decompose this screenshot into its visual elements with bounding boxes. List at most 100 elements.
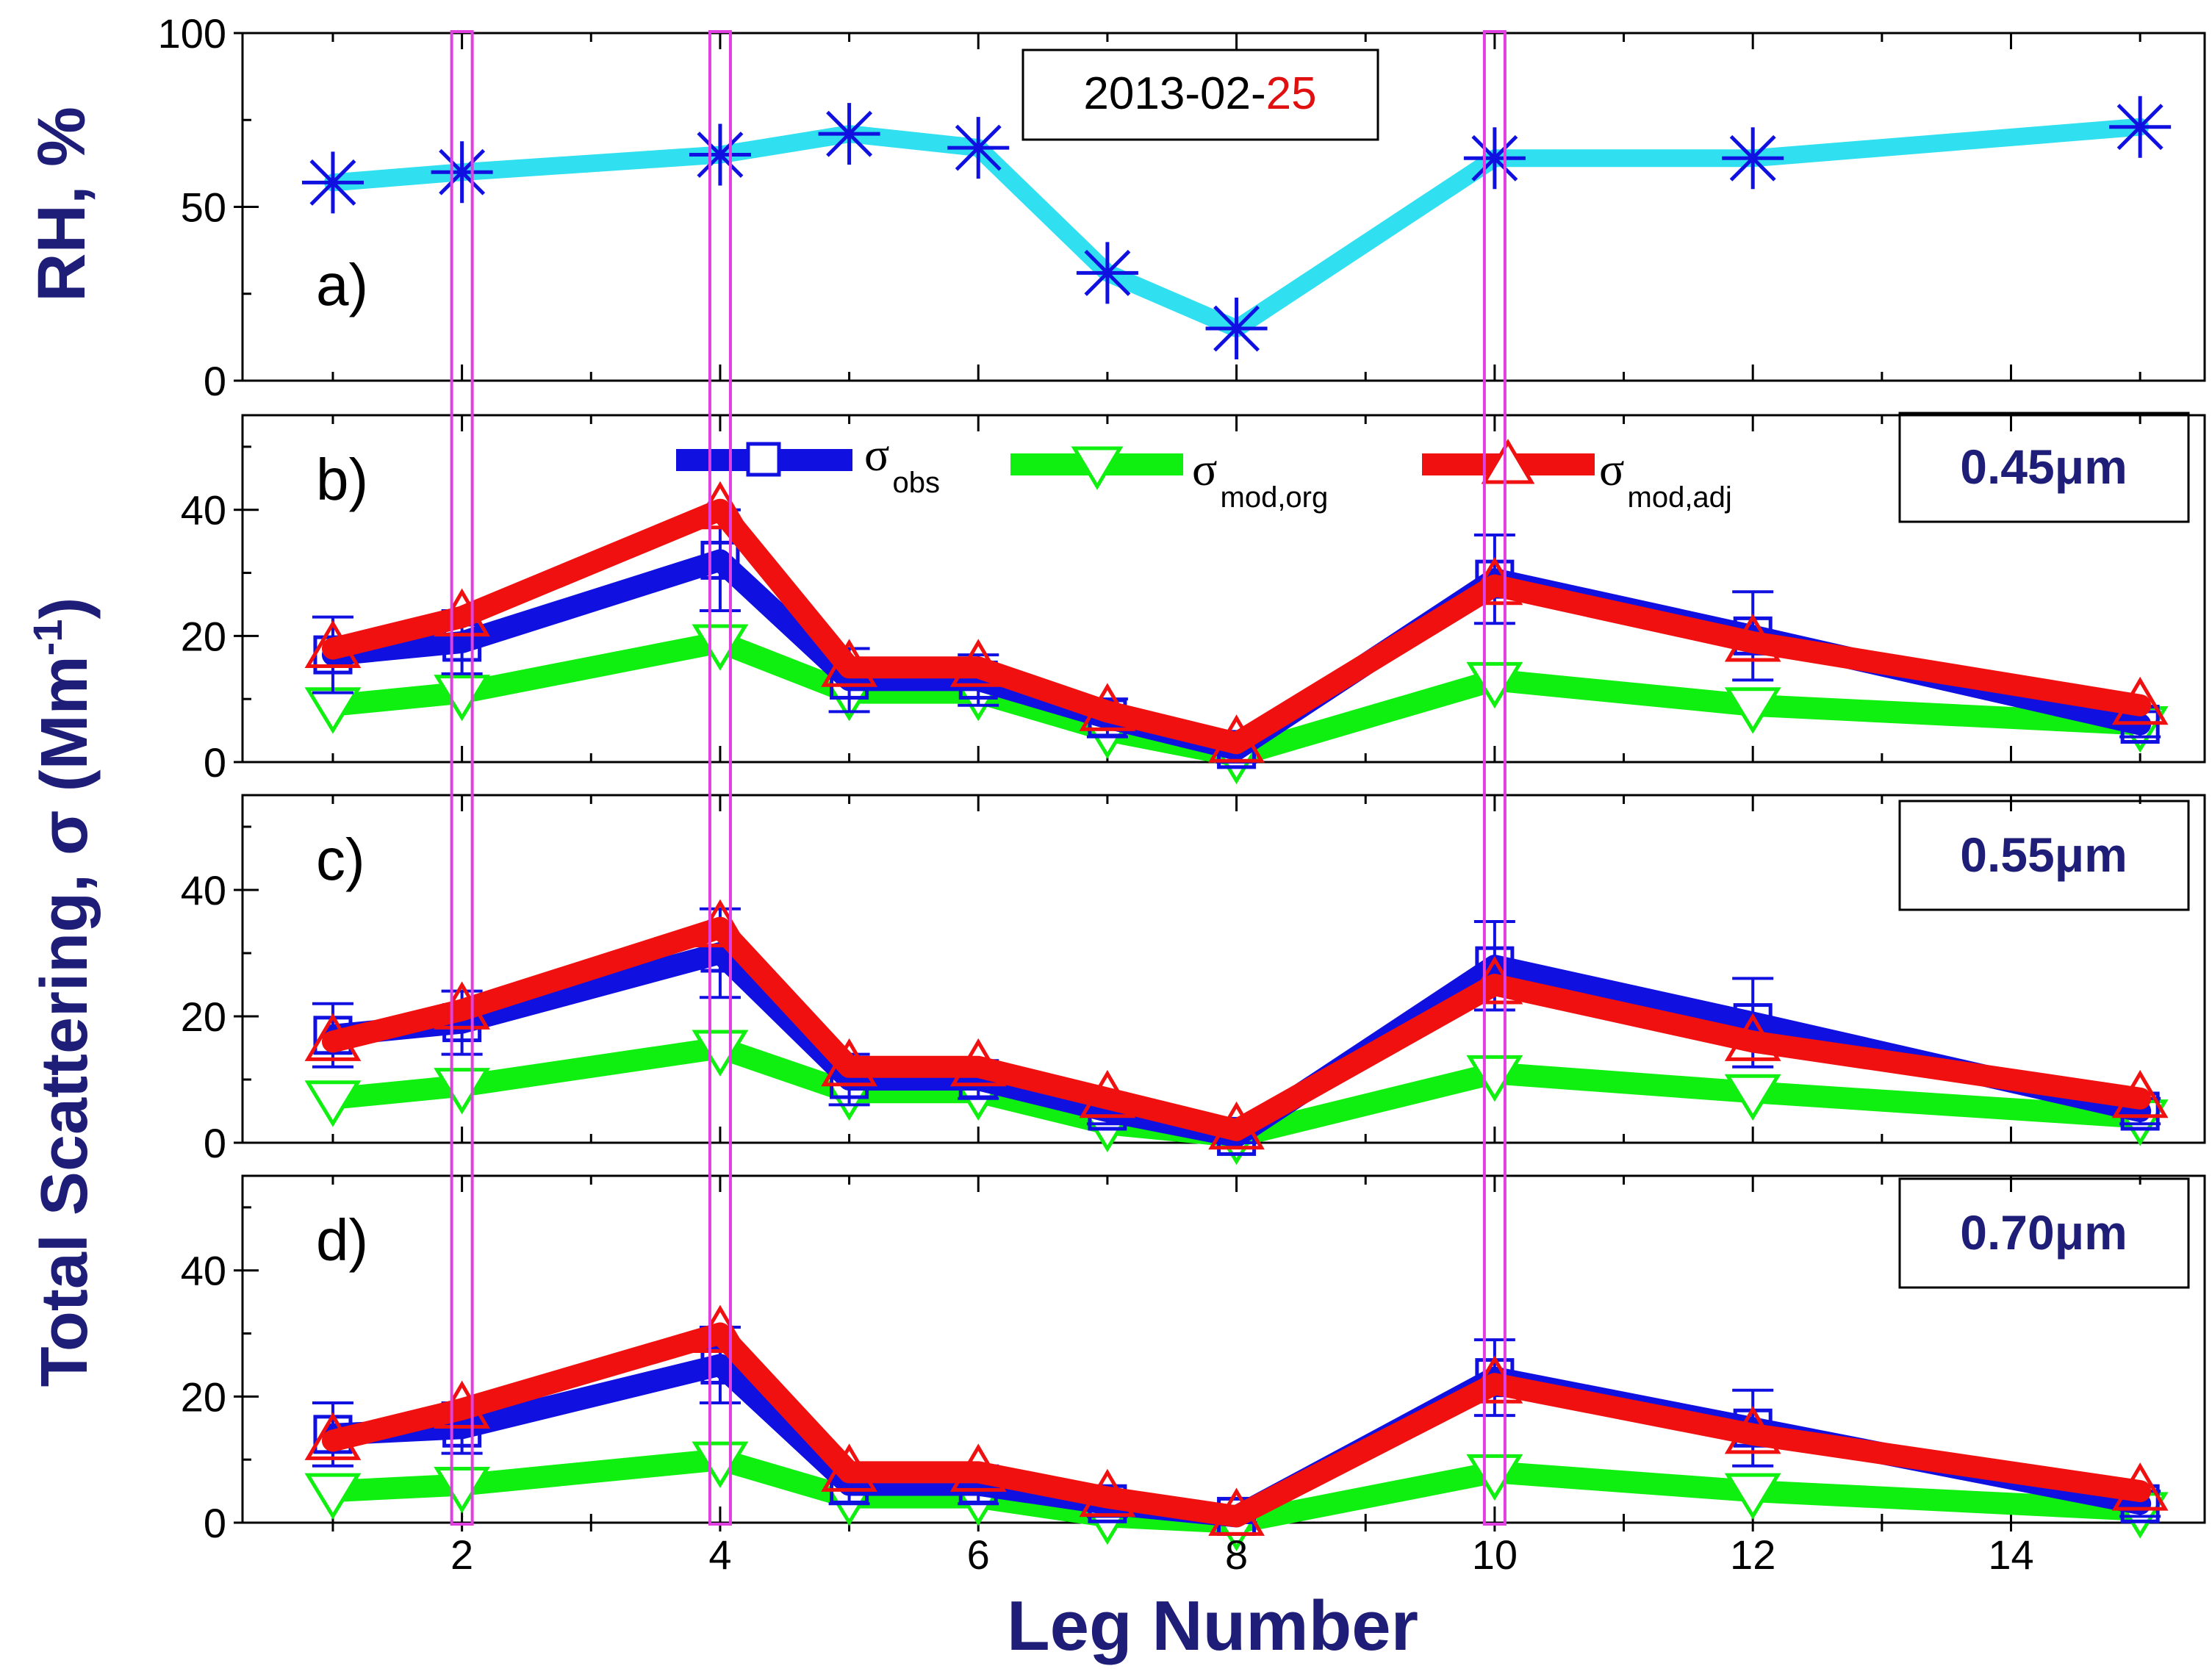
date-label-box: 2013-02-25 (1021, 49, 1379, 141)
data-point-rh (1463, 127, 1526, 190)
data-point-rh (1205, 298, 1268, 360)
series-mod-adj-d (304, 1304, 2169, 1536)
wavelength-box-c: 0.55μm (1898, 800, 2190, 911)
highlight-leg-2 (450, 30, 474, 1526)
wavelength-label-c: 0.55μm (1960, 827, 2127, 882)
series-obs-b (312, 508, 2161, 769)
scattering-axis-label: Total Scattering, σ (Mm-1) (24, 597, 101, 1387)
data-point-mod-org (1466, 1055, 1523, 1102)
data-point-mod-adj (2111, 676, 2169, 725)
x-tick-label: 12 (1730, 1531, 1775, 1578)
data-point-rh (2109, 96, 2172, 158)
panel-c-ytick-label: 20 (181, 994, 226, 1040)
scattering-axis-label-main: Total Scattering, σ (Mm (28, 656, 101, 1387)
legend-label-mod-adj: σmod,adj (1599, 443, 1732, 514)
legend-sub-mod-adj: mod,adj (1628, 481, 1732, 514)
series-line-obs (321, 942, 2152, 1148)
panel-b-ytick-label: 0 (204, 739, 226, 786)
data-point-mod-org (1724, 1074, 1781, 1121)
rh-axis-label: RH, % (24, 107, 99, 302)
legend: σobs σmod,org σmod,adj (676, 428, 1732, 514)
data-point-mod-adj (304, 620, 362, 669)
data-point-mod-adj (949, 1443, 1007, 1492)
data-point-mod-adj (434, 1380, 490, 1429)
panel-d-ytick-label: 0 (204, 1500, 226, 1546)
data-point-mod-org (434, 675, 491, 722)
data-point-mod-adj (304, 1013, 362, 1061)
data-point-rh (947, 117, 1010, 179)
legend-sub-obs: obs (893, 467, 941, 499)
data-point-mod-adj (1208, 714, 1265, 763)
date-day: 25 (1266, 68, 1317, 119)
panel-a-letter: a) (316, 252, 368, 317)
panel-d-ytick-label: 20 (181, 1373, 226, 1420)
legend-entry-mod-adj: σmod,adj (1422, 439, 1732, 514)
data-point-obs (700, 540, 740, 580)
legend-symbol-obs: σ (864, 428, 890, 481)
panel-d-ytick-label: 40 (181, 1248, 226, 1294)
x-axis-label: Leg Number (1007, 1587, 1418, 1665)
legend-symbol-mod-org: σ (1192, 443, 1218, 495)
data-point-mod-org (1466, 1454, 1523, 1501)
panel-c: 0 20 40 c) (181, 794, 2206, 1166)
data-point-mod-adj (2111, 1462, 2169, 1511)
series-line-rh (323, 118, 2150, 338)
data-point-mod-adj (1724, 1405, 1781, 1454)
x-tick-label: 2 (450, 1531, 473, 1578)
legend-label-mod-org: σmod,org (1192, 443, 1328, 514)
data-point-mod-adj (1724, 1013, 1781, 1061)
data-point-rh (431, 141, 493, 204)
data-point-mod-org (434, 1068, 491, 1115)
data-point-mod-org (434, 1467, 491, 1514)
panel-a-ytick-label: 0 (204, 358, 226, 404)
data-point-mod-org (692, 624, 749, 671)
panel-b: 0 20 40 b) (181, 414, 2206, 786)
legend-sub-mod-org: mod,org (1221, 481, 1329, 514)
highlight-leg-10 (1482, 30, 1507, 1526)
panel-c-letter: c) (316, 827, 365, 892)
series-mod-adj-c (304, 899, 2169, 1150)
data-point-mod-adj (1079, 1468, 1136, 1518)
panel-c-ytick-label: 40 (181, 867, 226, 913)
panel-b-ytick-label: 40 (181, 487, 226, 534)
date-label: 2013-02-25 (1083, 68, 1316, 119)
data-point-mod-adj (304, 1412, 362, 1460)
data-point-mod-adj (1079, 683, 1136, 731)
scattering-axis-label-sup: -1 (24, 620, 71, 656)
wavelength-box-b: 0.45μm (1898, 412, 2190, 523)
data-point-mod-adj (1466, 956, 1523, 1005)
series-obs-c (312, 907, 2161, 1156)
data-point-mod-adj (821, 639, 877, 687)
data-point-mod-org (692, 1441, 749, 1488)
data-point-mod-adj (1208, 1101, 1265, 1150)
data-point-mod-adj (692, 899, 749, 948)
data-point-rh (1722, 127, 1784, 190)
panel-b-ytick-label: 20 (181, 613, 226, 659)
data-point-mod-adj (821, 1443, 877, 1492)
legend-entry-obs: σobs (676, 428, 940, 499)
series-rh-a (301, 96, 2172, 360)
data-point-rh (1076, 242, 1138, 304)
panel-a-ytick-label: 50 (181, 184, 226, 231)
data-point-mod-adj (821, 1038, 877, 1087)
data-point-rh (301, 151, 364, 214)
data-point-mod-org (1724, 1473, 1781, 1520)
panel-a-ytick-label: 100 (158, 10, 226, 57)
data-point-mod-adj (1079, 1069, 1136, 1118)
panel-c-ytick-label: 0 (204, 1120, 226, 1166)
data-point-mod-adj (1466, 556, 1523, 606)
legend-label-obs: σobs (864, 428, 940, 499)
x-tick-label: 14 (1988, 1531, 2033, 1578)
series-line-mod-adj (321, 916, 2152, 1141)
wavelength-label-b: 0.45μm (1960, 439, 2127, 494)
data-point-mod-adj (1724, 614, 1781, 662)
data-point-mod-adj (434, 981, 490, 1030)
data-point-mod-adj (2111, 1069, 2169, 1118)
x-tick-label: 6 (967, 1531, 990, 1578)
x-tick-label: 10 (1472, 1531, 1518, 1578)
data-point-mod-adj (692, 481, 749, 530)
wavelength-label-d: 0.70μm (1960, 1205, 2127, 1260)
date-prefix: 2013-02- (1083, 68, 1265, 119)
panel-a: 0 50 100 a) (158, 10, 2206, 404)
